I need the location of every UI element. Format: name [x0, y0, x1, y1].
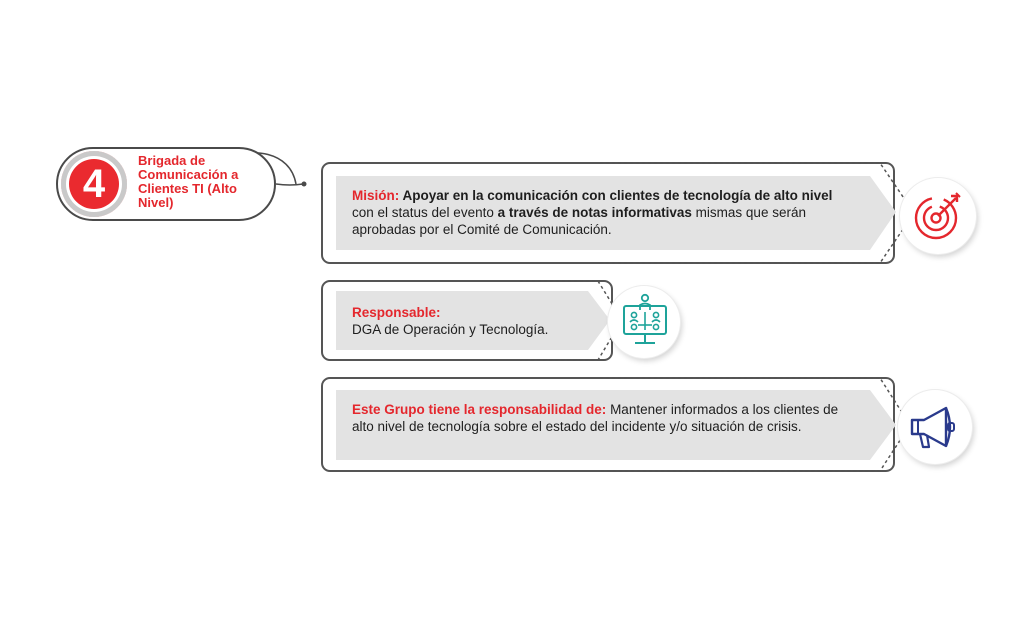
card-1-chevron — [336, 176, 896, 250]
card-3-dashed-outline — [600, 377, 911, 472]
responsibility-text: Mantener informados a los clientes de al… — [352, 402, 839, 434]
mission-text-3: a través de notas informativas — [497, 205, 692, 220]
brigade-number-badge: 4 — [61, 151, 127, 217]
responsible-label: Responsable: — [352, 305, 441, 320]
responsibility-card-text: Este Grupo tiene la responsabilidad de: … — [352, 401, 852, 435]
megaphone-icon — [898, 390, 972, 464]
mission-text-4: mismas que serán aprobadas por el Comité… — [352, 205, 806, 237]
mission-text-2: con el status del evento — [352, 205, 498, 220]
connector-line — [275, 183, 304, 186]
connector-dot — [301, 181, 307, 187]
responsibility-label: Este Grupo tiene la responsabilidad de: — [352, 402, 607, 417]
mission-text-1: Apoyar en la comunicación con clientes d… — [399, 188, 833, 203]
mission-label: Misión: — [352, 188, 400, 203]
brigade-title: Brigada de Comunicación a Clientes TI (A… — [138, 153, 239, 210]
card-2-chevron — [336, 291, 610, 350]
responsible-card-text: Responsable: DGA de Operación y Tecnolog… — [352, 304, 592, 338]
team-monitor-icon — [608, 286, 680, 358]
target-icon — [900, 178, 976, 254]
brigade-number: 4 — [82, 162, 106, 206]
responsible-text: DGA de Operación y Tecnología. — [352, 322, 549, 337]
card-1-dashed-outline — [600, 162, 915, 264]
card-3-chevron — [336, 390, 896, 460]
mission-card-text: Misión: Apoyar en la comunicación con cl… — [352, 187, 852, 238]
